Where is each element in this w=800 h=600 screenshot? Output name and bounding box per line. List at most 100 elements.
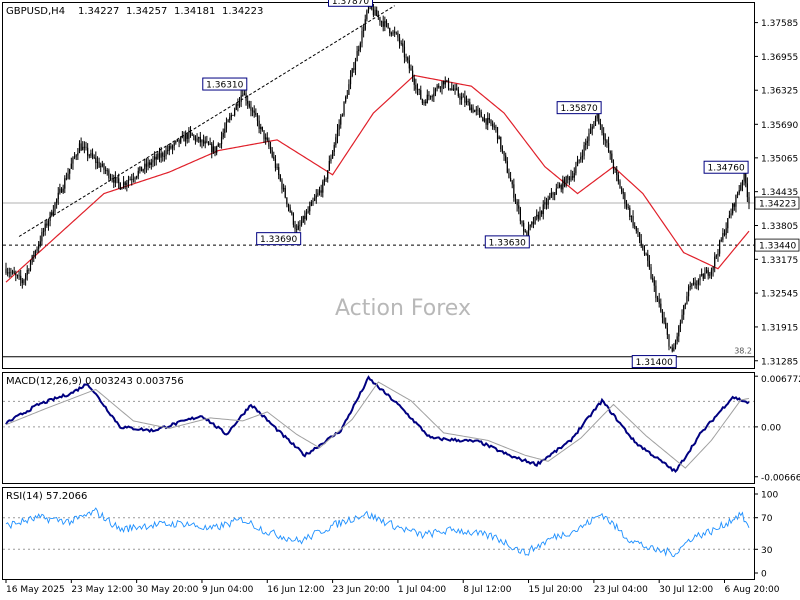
candle-body (394, 31, 396, 33)
pivot-label: 1.34760 (707, 164, 744, 174)
candle-body (506, 161, 508, 173)
symbol-label: GBPUSD,H4 (6, 6, 65, 17)
candle-body (157, 153, 159, 160)
candle-body (284, 187, 286, 198)
candle-body (230, 115, 232, 118)
candle-body (23, 279, 25, 284)
candle-body (372, 9, 375, 16)
current-price-tag: 1.34223 (759, 200, 796, 210)
candle-body (256, 115, 259, 121)
candle-body (456, 88, 458, 90)
candle-body (354, 61, 357, 70)
candle-body (395, 32, 397, 34)
candle-body (330, 158, 332, 161)
candle-body (29, 262, 32, 271)
candle-body (717, 253, 719, 256)
candle-body (467, 100, 469, 103)
candle-body (129, 179, 131, 181)
candle-body (165, 150, 167, 157)
candle-body (423, 101, 425, 104)
candle-body (91, 153, 94, 158)
candle-body (142, 169, 144, 172)
candle-body (206, 141, 208, 143)
candle-body (539, 210, 541, 219)
candle-body (377, 15, 379, 18)
candle-body (78, 143, 81, 153)
rsi-panel-frame (2, 487, 755, 580)
candle-body (665, 322, 667, 329)
candle-body (397, 33, 399, 38)
candle-body (443, 81, 445, 85)
rsi-tick-label: 30 (761, 546, 773, 556)
candle-body (136, 176, 138, 178)
candle-body (586, 140, 588, 144)
pivot-label: 1.33630 (489, 238, 526, 248)
candle-body (619, 181, 621, 189)
candle-body (733, 203, 735, 207)
candle-body (736, 193, 739, 196)
candle-body (554, 194, 556, 196)
candle-body (441, 81, 443, 89)
candle-body (593, 125, 595, 127)
candle-body (287, 204, 290, 208)
price-tick-label: 1.32545 (761, 290, 798, 300)
candle-body (460, 96, 463, 100)
candle-body (219, 143, 221, 145)
candle-body (140, 166, 143, 172)
candle-body (495, 126, 497, 128)
candle-body (709, 274, 711, 276)
candle-body (297, 225, 299, 230)
time-tick-label: 30 Jul 12:00 (659, 585, 713, 595)
time-tick-label: 23 Jun 20:00 (333, 585, 390, 595)
candle-body (420, 90, 422, 100)
candle-body (454, 88, 456, 91)
macd-signal-line (5, 381, 750, 469)
candle-body (144, 163, 146, 170)
candle-body (124, 182, 126, 186)
candle-body (384, 20, 386, 27)
candle-body (13, 271, 15, 274)
candle-body (181, 135, 183, 138)
candle-body (8, 272, 10, 274)
time-tick-label: 15 Jul 20:00 (529, 585, 583, 595)
candle-body (500, 136, 502, 150)
candle-body (594, 118, 597, 126)
rsi-panel (3, 507, 754, 558)
candle-body (103, 163, 105, 170)
candle-body (638, 232, 641, 241)
candle-body (111, 178, 113, 180)
candle-body (147, 162, 149, 167)
candle-body (588, 133, 590, 141)
candle-body (632, 215, 634, 226)
candle-body (405, 57, 407, 59)
macd-axis: 0.006772 0.00 -0.006667 (754, 375, 800, 483)
candle-body (683, 305, 685, 315)
candle-body (278, 167, 280, 176)
candle-body (232, 115, 234, 116)
candle-body (21, 280, 23, 284)
candle-body (697, 280, 699, 285)
time-tick-label: 23 Jul 04:00 (594, 585, 648, 595)
candle-body (10, 272, 12, 274)
candle-body (630, 215, 633, 217)
price-tick-label: 1.35065 (761, 154, 798, 164)
candle-body (715, 255, 717, 257)
candle-body (719, 240, 721, 254)
candle-body (296, 229, 298, 230)
candle-body (268, 140, 270, 147)
candle-body (132, 178, 134, 180)
candle-body (474, 110, 476, 113)
candle-body (723, 233, 726, 235)
candle-body (482, 117, 484, 122)
rsi-axis: 100 70 30 0 (754, 491, 778, 580)
macd-title: MACD(12,26,9) 0.003243 0.003756 (6, 376, 184, 387)
candle-body (532, 221, 535, 224)
candle-body (88, 155, 90, 157)
candle-body (180, 137, 182, 143)
candle-body (114, 177, 117, 183)
candle-body (116, 177, 118, 179)
candle-body (403, 46, 406, 58)
candle-body (426, 94, 428, 104)
candle-body (366, 10, 368, 20)
